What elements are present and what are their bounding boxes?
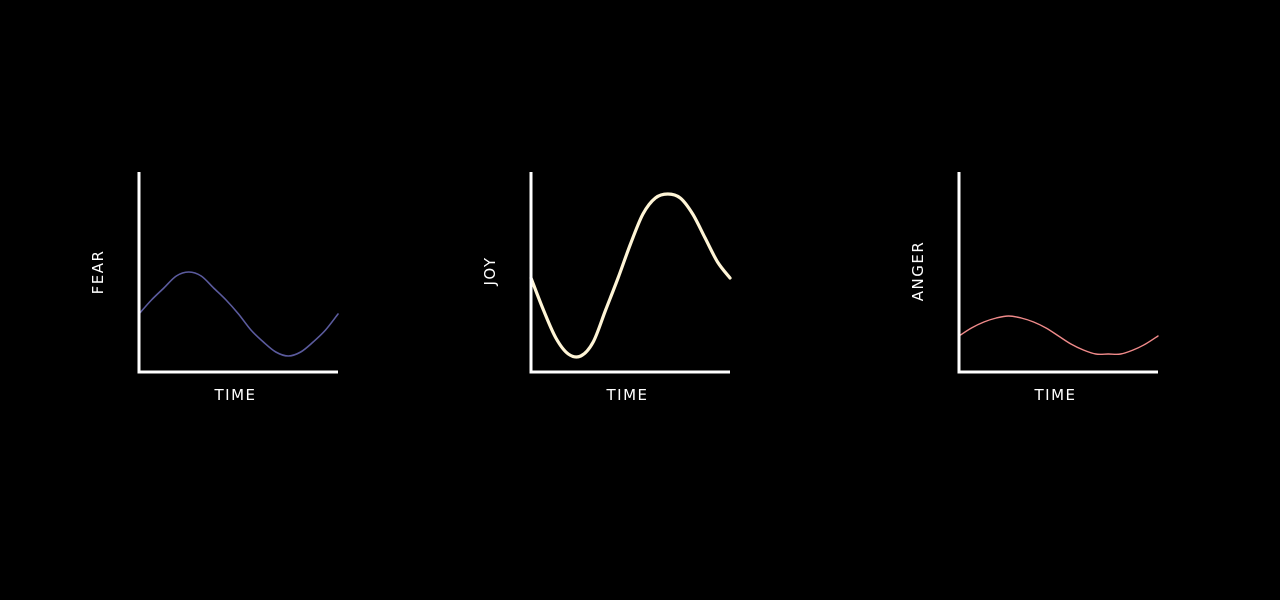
fear-chart: TIME FEAR xyxy=(89,172,339,404)
anger-x-axis-label: TIME xyxy=(1033,386,1076,404)
fear-x-axis-label: TIME xyxy=(213,386,256,404)
fear-y-axis-label: FEAR xyxy=(89,250,107,295)
anger-chart: TIME ANGER xyxy=(909,172,1159,404)
joy-x-axis-label: TIME xyxy=(605,386,648,404)
joy-chart: TIME JOY xyxy=(481,172,732,404)
joy-y-axis-label: JOY xyxy=(481,256,499,286)
anger-series-line xyxy=(958,315,1159,355)
fear-series-line xyxy=(138,271,339,357)
anger-y-axis-label: ANGER xyxy=(909,241,927,302)
joy-series-line xyxy=(529,192,732,359)
